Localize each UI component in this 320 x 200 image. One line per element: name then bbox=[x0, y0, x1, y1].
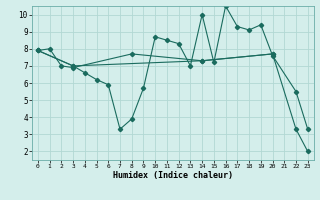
X-axis label: Humidex (Indice chaleur): Humidex (Indice chaleur) bbox=[113, 171, 233, 180]
